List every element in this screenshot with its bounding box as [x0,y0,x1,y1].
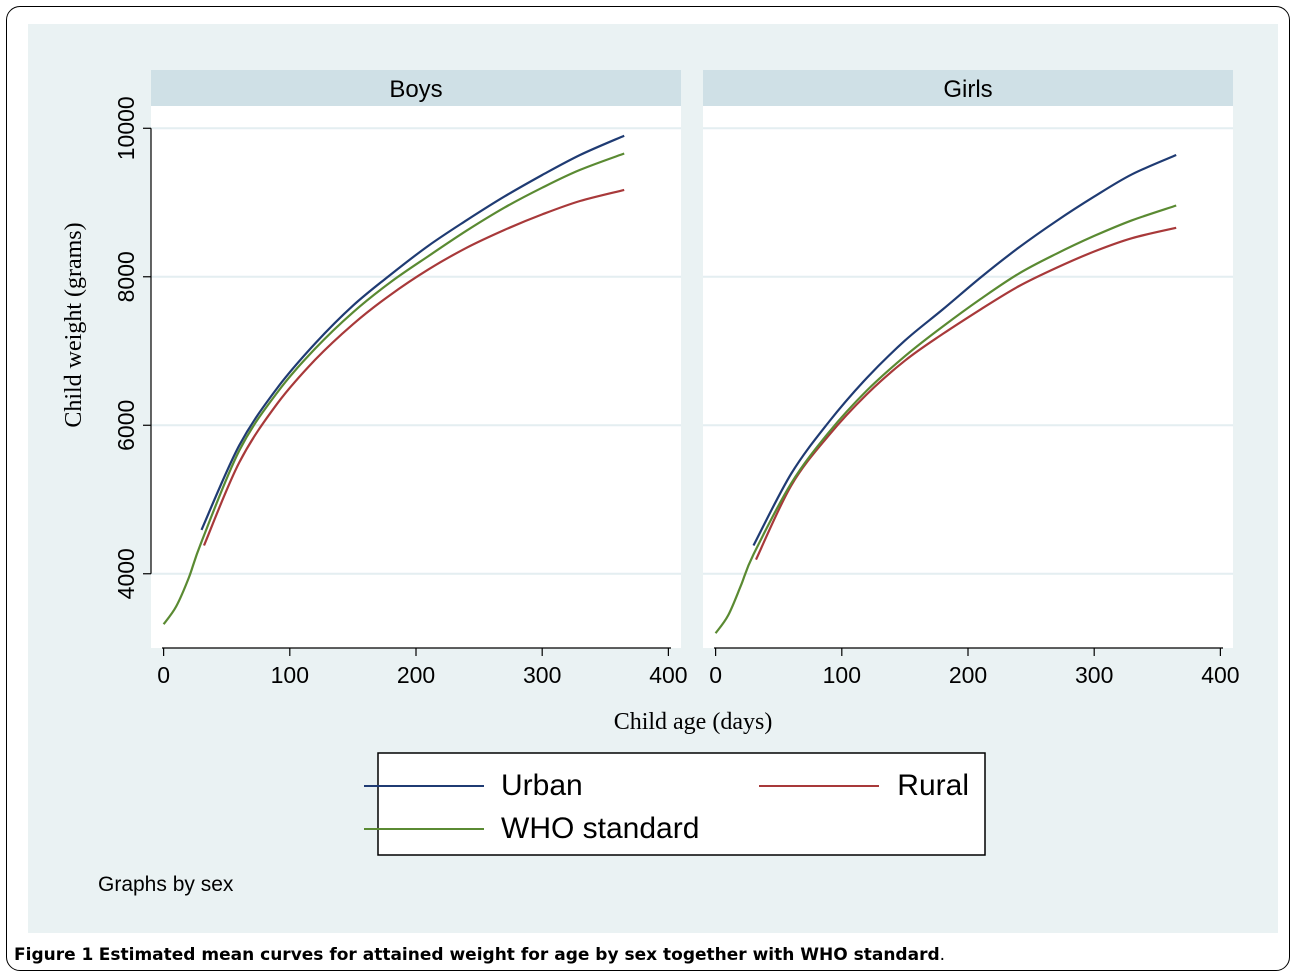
x-tick-label: 100 [823,662,861,688]
caption-label: Figure 1 [14,945,93,965]
plot-area [703,106,1233,648]
y-tick-label: 6000 [113,400,139,451]
legend-label-rural: Rural [897,769,969,802]
legend-label-who-standard: WHO standard [501,812,699,845]
y-tick-label: 4000 [113,548,139,599]
figure-frame: Boys 0 100 200 300 400 4000 6000 8000 10000 Girls 0… [6,6,1290,971]
panel-girls: Girls 0 100 200 300 400 [703,70,1240,688]
graphs-by-note: Graphs by sex [98,873,234,896]
x-tick-label: 200 [949,662,987,688]
x-tick-label: 0 [157,662,170,688]
x-axis-label: Child age (days) [614,709,773,735]
x-tick-label: 0 [709,662,722,688]
legend-label-urban: Urban [501,769,583,802]
x-tick-label: 400 [649,662,687,688]
panel-title: Girls [943,76,992,103]
plot-area [151,106,681,648]
x-tick-label: 300 [1075,662,1113,688]
caption-end: . [940,945,945,965]
x-tick-label: 200 [397,662,435,688]
panel-boys: Boys 0 100 200 300 400 4000 6000 8000 10000 [113,70,688,688]
y-axis-label: Child weight (grams) [61,222,87,427]
x-tick-label: 300 [523,662,561,688]
y-tick-label: 10000 [113,96,139,160]
caption-text: Estimated mean curves for attained weigh… [99,945,940,965]
x-tick-label: 100 [271,662,309,688]
chart: Boys 0 100 200 300 400 4000 6000 8000 10000 Girls 0… [7,7,1290,971]
legend: Urban Rural WHO standard [364,753,985,855]
panels: Boys 0 100 200 300 400 4000 6000 8000 10000 Girls 0… [113,70,1240,688]
figure-caption: Figure 1 Estimated mean curves for attai… [14,945,945,965]
panel-title: Boys [389,76,442,103]
x-tick-label: 400 [1201,662,1239,688]
y-tick-label: 8000 [113,251,139,302]
